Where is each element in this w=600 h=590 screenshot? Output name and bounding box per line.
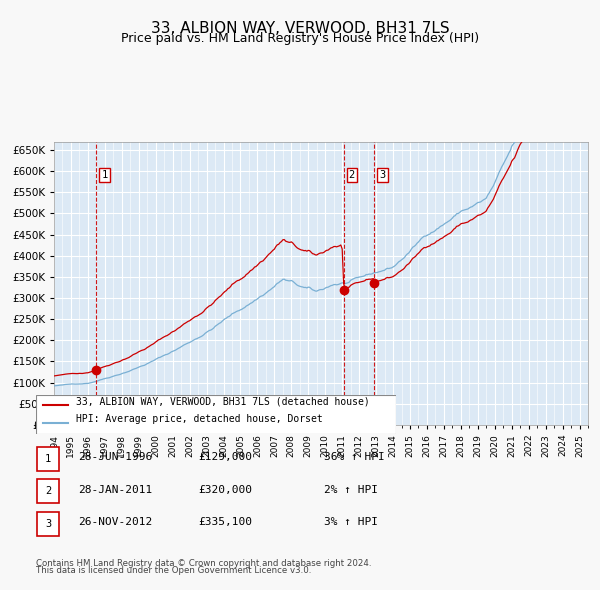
Text: 26-NOV-2012: 26-NOV-2012	[78, 517, 152, 527]
Text: This data is licensed under the Open Government Licence v3.0.: This data is licensed under the Open Gov…	[36, 566, 311, 575]
Text: 28-JUN-1996: 28-JUN-1996	[78, 453, 152, 463]
FancyBboxPatch shape	[37, 512, 59, 536]
FancyBboxPatch shape	[37, 447, 59, 471]
FancyBboxPatch shape	[36, 395, 396, 434]
Text: 1: 1	[45, 454, 51, 464]
Text: 33, ALBION WAY, VERWOOD, BH31 7LS: 33, ALBION WAY, VERWOOD, BH31 7LS	[151, 21, 449, 35]
Text: £335,100: £335,100	[198, 517, 252, 527]
Text: 2: 2	[349, 170, 355, 180]
Text: HPI: Average price, detached house, Dorset: HPI: Average price, detached house, Dors…	[76, 414, 322, 424]
Text: 2: 2	[45, 486, 51, 496]
Text: 2% ↑ HPI: 2% ↑ HPI	[324, 485, 378, 494]
Text: 28-JAN-2011: 28-JAN-2011	[78, 485, 152, 494]
Text: 33, ALBION WAY, VERWOOD, BH31 7LS (detached house): 33, ALBION WAY, VERWOOD, BH31 7LS (detac…	[76, 396, 370, 406]
Text: 1: 1	[101, 170, 107, 180]
FancyBboxPatch shape	[37, 479, 59, 503]
Text: Contains HM Land Registry data © Crown copyright and database right 2024.: Contains HM Land Registry data © Crown c…	[36, 559, 371, 568]
Text: £320,000: £320,000	[198, 485, 252, 494]
Text: Price paid vs. HM Land Registry's House Price Index (HPI): Price paid vs. HM Land Registry's House …	[121, 32, 479, 45]
Text: 36% ↑ HPI: 36% ↑ HPI	[324, 453, 385, 463]
Text: 3% ↑ HPI: 3% ↑ HPI	[324, 517, 378, 527]
Text: £129,000: £129,000	[198, 453, 252, 463]
Text: 3: 3	[379, 170, 386, 180]
Text: 3: 3	[45, 519, 51, 529]
